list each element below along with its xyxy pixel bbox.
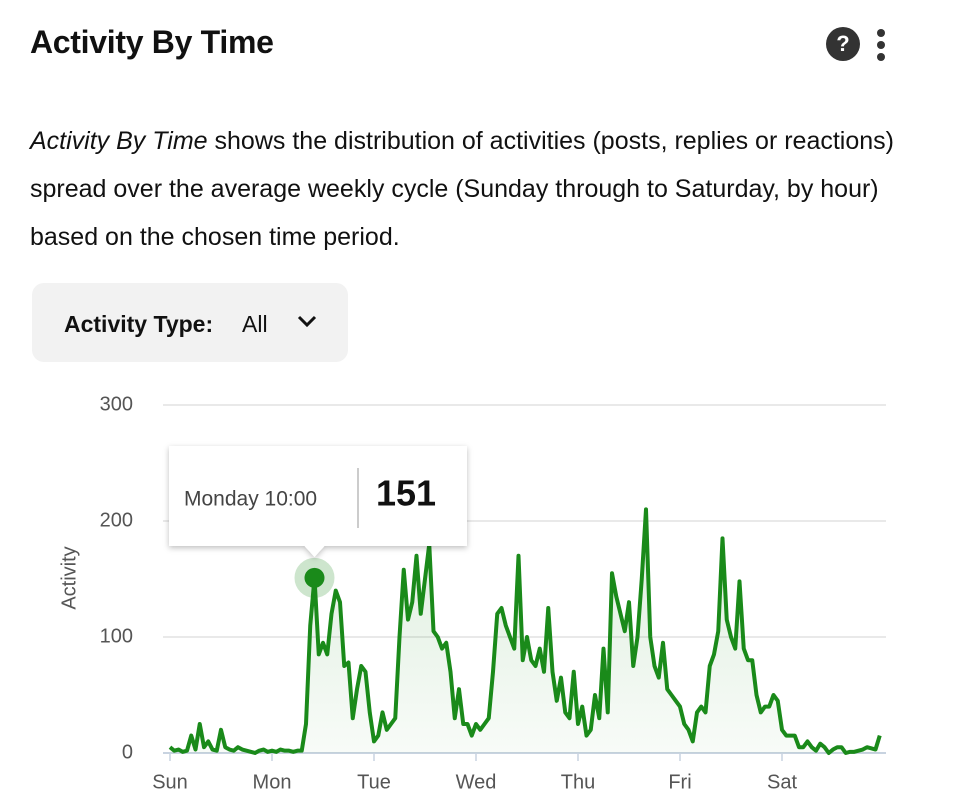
x-tick-label: Sat: [767, 771, 797, 793]
y-tick-label: 0: [122, 741, 133, 763]
y-tick-label: 100: [100, 625, 133, 647]
x-tick-label: Mon: [253, 771, 292, 793]
description-emphasis: Activity By Time: [30, 127, 208, 155]
description: Activity By Time shows the distribution …: [30, 117, 920, 261]
x-tick-label: Wed: [456, 771, 497, 793]
tooltip-value: 151: [376, 473, 436, 514]
tooltip: Monday 10:00 151: [169, 446, 467, 557]
chevron: [297, 315, 317, 328]
activity-type-dropdown[interactable]: Activity Type: All: [32, 283, 348, 362]
help-icon[interactable]: [826, 27, 860, 61]
more-menu[interactable]: [877, 29, 885, 61]
hover-point: [304, 567, 325, 588]
y-axis-title: Activity: [58, 546, 80, 609]
help-glyph: ?: [836, 31, 849, 56]
y-tick-label: 200: [100, 509, 133, 531]
tooltip-label: Monday 10:00: [184, 488, 317, 511]
y-tick-label: 300: [100, 393, 133, 415]
dropdown-value: All: [242, 311, 268, 337]
description-text: shows the distribution of activities (po…: [30, 127, 894, 251]
x-tick-label: Tue: [357, 771, 391, 793]
line-area: [170, 509, 880, 753]
x-tick-label: Sun: [152, 771, 188, 793]
line-series: [168, 507, 882, 755]
card-title: Activity By Time: [30, 24, 274, 60]
header-icons: ?: [826, 27, 885, 61]
x-tick-label: Thu: [561, 771, 595, 793]
dropdown-label: Activity Type:: [64, 311, 214, 337]
chart: 0 100 200 300 Sun Mon Tue Wed Thu Fri Sat Activity M…: [58, 393, 886, 793]
tooltip-box: [169, 446, 467, 557]
x-tick-label: Fri: [668, 771, 691, 793]
